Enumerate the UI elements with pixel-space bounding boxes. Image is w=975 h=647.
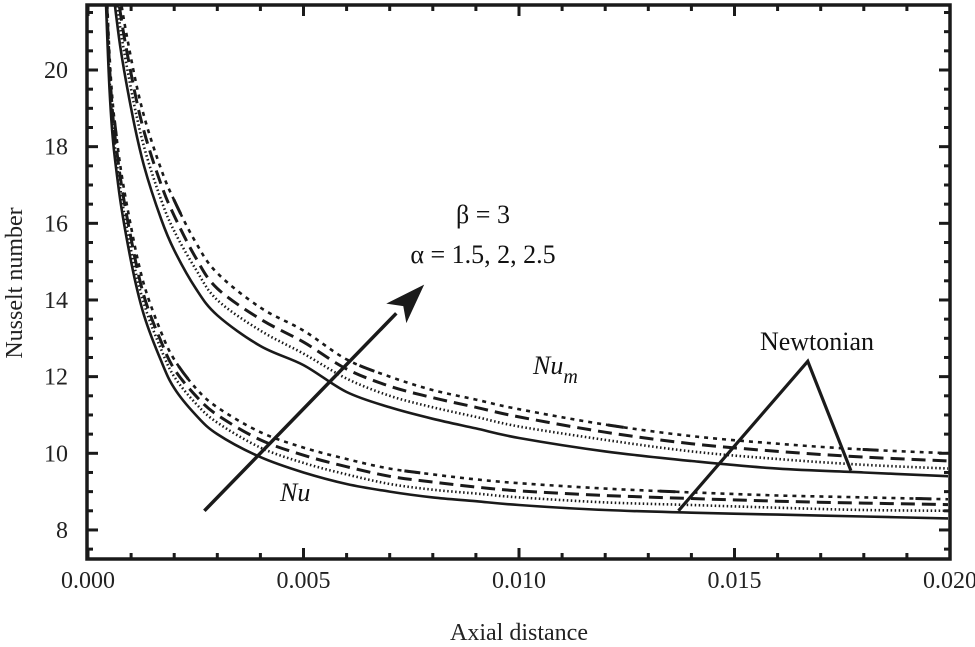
beta-annotation: β = 3	[456, 200, 510, 229]
curve-group	[104, 6, 948, 520]
newtonian-label: Newtonian	[760, 327, 874, 356]
arrow-head-icon	[386, 284, 425, 324]
newtonian-pointer	[677, 358, 853, 512]
alpha-annotation: α = 1.5, 2, 2.5	[410, 240, 555, 269]
y-tick-label: 20	[44, 58, 68, 84]
x-tick-label: 0.005	[277, 568, 331, 594]
curve-nu-dotted	[105, 6, 948, 513]
x-axis-title: Axial distance	[450, 620, 588, 646]
y-tick-label: 14	[44, 288, 68, 314]
annotation-pointers	[203, 284, 853, 513]
nu-m-label: Num	[532, 351, 578, 388]
nu-label: Nu	[279, 478, 310, 507]
axis-ticks	[86, 5, 952, 559]
x-tick-label: 0.015	[708, 568, 762, 594]
y-tick-label: 12	[44, 365, 68, 391]
curve-nu-m-solid	[113, 6, 948, 478]
alpha-direction-arrow	[203, 312, 398, 513]
curve-dash-overlay	[120, 6, 948, 455]
y-axis-title: Nusselt number	[2, 207, 28, 358]
axis-tick-labels: 0.000 0.005 0.010 0.015 0.020 8 10 12 14 16 18 20	[44, 58, 975, 594]
curve-nu-m-dotdash	[120, 6, 948, 455]
y-tick-label: 16	[44, 211, 68, 237]
curve-nu-dotdash	[106, 6, 948, 501]
curve-nu-m-dotted	[116, 6, 948, 470]
x-tick-label: 0.000	[61, 568, 115, 594]
y-tick-label: 10	[44, 441, 68, 467]
y-tick-label: 8	[56, 518, 68, 544]
curve-nu-dashed	[105, 6, 948, 507]
plot-frame	[85, 3, 952, 561]
curve-nu-solid	[104, 6, 948, 520]
curve-nu-m-dashed	[117, 6, 948, 463]
x-tick-label: 0.010	[492, 568, 546, 594]
x-tick-label: 0.020	[923, 568, 975, 594]
y-tick-label: 18	[44, 135, 68, 161]
